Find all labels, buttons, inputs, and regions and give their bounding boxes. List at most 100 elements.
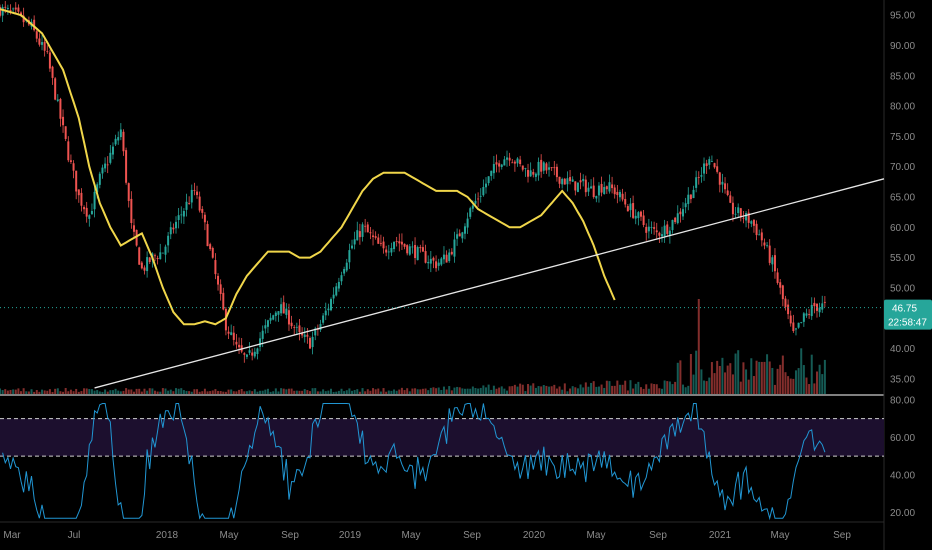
candle-body bbox=[374, 236, 377, 238]
volume-bar bbox=[503, 388, 506, 394]
candle-body bbox=[311, 336, 314, 348]
volume-bar bbox=[513, 384, 516, 394]
candle-body bbox=[571, 179, 574, 182]
candle bbox=[737, 203, 740, 218]
candle bbox=[445, 250, 448, 263]
candle-body bbox=[592, 185, 595, 198]
candle bbox=[385, 245, 388, 257]
volume-bar bbox=[372, 388, 375, 394]
volume-bar bbox=[755, 360, 758, 394]
candle bbox=[266, 319, 269, 333]
candle bbox=[164, 244, 167, 263]
candle bbox=[548, 161, 551, 177]
volume-bar bbox=[1, 390, 4, 394]
candle-body bbox=[9, 10, 12, 11]
candle bbox=[80, 188, 83, 212]
volume-bar bbox=[125, 388, 128, 394]
candle-body bbox=[230, 332, 233, 335]
candle-body bbox=[335, 286, 338, 296]
candle-body bbox=[38, 38, 41, 45]
candle-body bbox=[684, 203, 687, 208]
candle bbox=[238, 337, 241, 354]
volume-bar bbox=[348, 388, 351, 394]
candle bbox=[287, 303, 290, 331]
candle-body bbox=[637, 212, 640, 219]
candle-body bbox=[582, 178, 585, 182]
candle-body bbox=[618, 191, 621, 198]
volume-bar bbox=[629, 380, 632, 394]
candle bbox=[521, 165, 524, 172]
candle-body bbox=[114, 138, 117, 145]
time-tick-label: Sep bbox=[649, 530, 667, 541]
candle bbox=[403, 243, 406, 250]
candle-body bbox=[308, 338, 311, 349]
candle bbox=[742, 210, 745, 224]
volume-bar bbox=[193, 389, 196, 394]
volume-bar bbox=[805, 377, 808, 394]
candle-body bbox=[69, 160, 72, 162]
candle bbox=[253, 347, 256, 359]
candle-body bbox=[492, 164, 495, 174]
candle bbox=[466, 212, 469, 234]
candle bbox=[353, 231, 356, 250]
candle bbox=[38, 33, 41, 47]
candle-body bbox=[256, 348, 259, 355]
volume-bar bbox=[340, 388, 343, 394]
moving-average-line bbox=[0, 8, 616, 326]
candle bbox=[726, 183, 729, 197]
volume-bar bbox=[527, 384, 530, 394]
volume-bar bbox=[477, 388, 480, 394]
volume-bar bbox=[280, 388, 283, 394]
candle-body bbox=[46, 51, 49, 53]
candle bbox=[240, 338, 243, 354]
volume-bar bbox=[658, 388, 661, 394]
candle-body bbox=[537, 161, 540, 176]
candle bbox=[322, 312, 325, 325]
candle-body bbox=[406, 245, 409, 254]
candle-body bbox=[351, 245, 354, 249]
candle bbox=[343, 266, 346, 277]
candle-body bbox=[14, 7, 17, 10]
volume-bar bbox=[374, 389, 377, 394]
candle bbox=[67, 136, 70, 163]
candle bbox=[72, 160, 75, 179]
candle-body bbox=[739, 208, 742, 218]
candle-body bbox=[248, 350, 251, 353]
candle-body bbox=[190, 189, 193, 203]
volume-bar bbox=[83, 388, 86, 394]
candle-body bbox=[364, 225, 367, 227]
volume-bar bbox=[597, 386, 600, 394]
grid bbox=[0, 0, 885, 550]
volume-bar bbox=[4, 389, 7, 394]
candle bbox=[222, 287, 225, 311]
candle bbox=[721, 173, 724, 193]
candle bbox=[159, 243, 162, 260]
candle bbox=[760, 228, 763, 247]
candle-body bbox=[429, 258, 432, 264]
candle bbox=[390, 242, 393, 257]
candle-body bbox=[660, 234, 663, 237]
candle-body bbox=[211, 248, 214, 258]
candle-body bbox=[140, 262, 143, 269]
volume-bar bbox=[584, 382, 587, 394]
volume-bar bbox=[104, 389, 107, 394]
volume-bar bbox=[6, 390, 9, 394]
volume-bar bbox=[550, 386, 553, 394]
volume-bar bbox=[177, 388, 180, 394]
volume-bar bbox=[214, 389, 217, 394]
candle bbox=[750, 220, 753, 228]
candle bbox=[734, 207, 737, 219]
time-tick-label: May bbox=[771, 530, 790, 541]
candle bbox=[259, 332, 262, 352]
candle bbox=[41, 34, 44, 51]
candle-body bbox=[448, 252, 451, 262]
candle bbox=[789, 310, 792, 327]
candle bbox=[500, 163, 503, 170]
candle-body bbox=[193, 190, 196, 192]
volume-bar bbox=[72, 391, 75, 394]
candle bbox=[293, 324, 296, 336]
rsi-tick-label: 20.00 bbox=[890, 508, 915, 519]
candle-body bbox=[427, 261, 430, 264]
candle bbox=[666, 221, 669, 236]
